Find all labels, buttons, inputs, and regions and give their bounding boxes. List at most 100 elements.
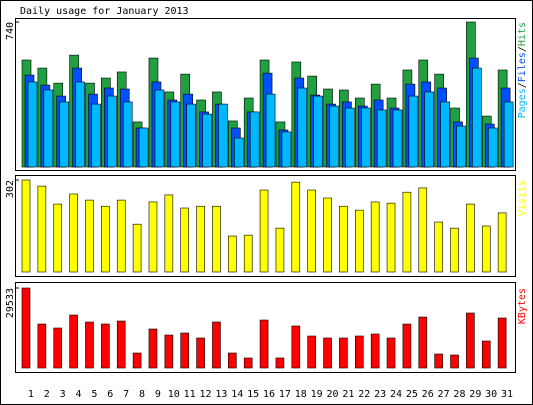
bar [37,185,47,273]
bar [265,93,276,168]
bar [122,101,133,168]
x-tick-label: 9 [155,389,161,400]
x-tick-label: 5 [91,389,97,400]
x-tick-label: 23 [374,389,386,400]
x-tick-label: 21 [342,389,354,400]
bar [297,87,308,168]
bar [354,209,364,273]
bar [497,317,507,369]
legend-separator: / [517,82,528,88]
x-tick-label: 17 [279,389,291,400]
bar [339,337,348,369]
bar [418,316,428,369]
bar [466,312,475,369]
bar [59,101,70,168]
x-tick-label: 22 [358,389,370,400]
bar [243,234,253,273]
bar [376,109,387,168]
bar [69,314,78,369]
legend-entry: Hits [517,22,528,46]
bar [138,127,149,168]
bar [85,321,94,369]
bar [434,221,443,273]
bar [402,323,412,369]
x-tick-label: 3 [60,389,66,400]
panel-frame [15,18,516,171]
x-tick-label: 13 [215,389,227,400]
legend-entry: KBytes [517,288,528,324]
bar [307,189,316,273]
legend-entry: Pages [517,88,528,118]
bar [418,187,428,273]
bar [345,107,355,168]
bar [386,337,396,369]
bar [466,203,475,273]
bar [132,352,142,369]
x-tick-label: 24 [390,389,402,400]
bar [313,95,323,168]
bar [164,334,174,369]
bar [212,205,221,273]
bar [450,227,459,273]
bar [196,205,205,273]
bar [329,105,339,168]
x-tick-label: 25 [406,389,418,400]
x-tick-label: 1 [28,389,34,400]
bar [21,179,31,273]
bar [69,193,78,273]
y-tick-label: 29533 [5,288,16,318]
bar [154,89,165,168]
legend: Visits [517,180,528,216]
y-tick-label: 740 [5,22,16,40]
x-tick-label: 4 [76,389,82,400]
bar [424,91,435,168]
bar [440,101,450,168]
x-tick-label: 20 [326,389,338,400]
bar [164,194,174,273]
panel-frame [15,282,516,373]
chart-title: Daily usage for January 2013 [20,6,189,17]
bar [132,223,142,273]
bar [497,212,507,273]
x-tick-label: 14 [231,389,243,400]
bar [202,113,212,168]
x-tick-label: 28 [453,389,465,400]
x-tick-label: 29 [469,389,481,400]
bar [148,201,158,273]
bar [354,335,364,369]
bar [408,95,419,168]
bar [75,81,85,168]
bar [186,103,197,168]
bar [370,333,380,369]
bar [85,199,94,273]
bar [116,320,126,369]
legend-separator: / [517,46,528,52]
bar [450,354,459,369]
x-tick-label: 2 [44,389,50,400]
bar [456,125,466,168]
bar [370,201,380,273]
bar [218,103,228,168]
x-tick-label: 18 [295,389,307,400]
bar [487,127,498,168]
bar [212,321,221,369]
legend-entry: Files [517,52,528,82]
bar [323,197,332,273]
bar [180,332,190,369]
bar [27,81,38,168]
bar [101,323,110,369]
bar [323,337,332,369]
x-tick-label: 10 [168,389,180,400]
x-tick-label: 27 [438,389,450,400]
panel-frame [15,175,516,277]
bar [91,103,101,168]
bar [275,227,285,273]
bar [259,319,269,369]
bar [386,202,396,273]
bar [180,207,190,273]
bar [243,357,253,369]
bar [259,189,269,273]
x-tick-label: 30 [485,389,497,400]
x-tick-label: 26 [422,389,434,400]
bar [307,335,316,369]
